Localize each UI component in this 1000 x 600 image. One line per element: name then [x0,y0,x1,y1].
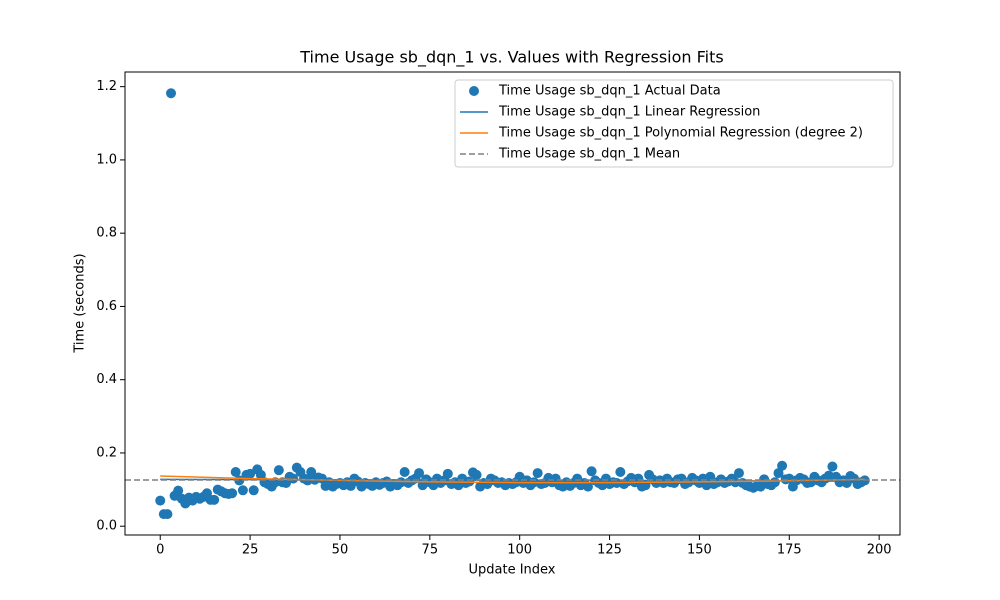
y-tick-label: 1.0 [96,152,117,167]
data-point [306,466,317,477]
x-axis-label: Update Index [468,563,555,578]
x-tick-label: 0 [156,543,164,558]
data-point [162,509,173,520]
data-point [288,473,299,484]
data-point [173,485,184,496]
data-point [586,466,597,477]
data-point [532,468,543,479]
legend-box [454,79,894,168]
x-tick-label: 125 [597,543,622,558]
data-point [245,468,256,479]
data-point [227,488,238,499]
legend: Time Usage sb_dqn_1 Actual Data Time Usag… [454,79,894,168]
x-tick-label: 200 [867,543,892,558]
data-point [155,495,166,506]
legend-label: Time Usage sb_dqn_1 Mean [498,147,680,162]
data-point [248,485,259,496]
data-point [769,477,780,488]
y-tick-label: 0.8 [96,226,117,241]
x-tick-label: 75 [422,543,439,558]
regression-line [160,475,865,484]
legend-label: Time Usage sb_dqn_1 Linear Regression [498,105,760,120]
chart-title: Time Usage sb_dqn_1 vs. Values with Regr… [299,48,723,68]
data-point [273,465,284,476]
legend-marker [469,86,479,96]
x-tick-label: 175 [777,543,802,558]
data-point [237,485,248,496]
y-tick-label: 0.6 [96,299,117,314]
data-point [399,466,410,477]
data-point [414,468,425,479]
x-tick-label: 50 [332,543,349,558]
data-point [442,468,453,479]
y-tick-label: 0.4 [96,372,117,387]
data-point [230,466,241,477]
y-tick-label: 0.0 [96,519,117,534]
data-point [733,468,744,479]
y-tick-label: 1.2 [96,79,117,94]
data-point [827,461,838,472]
x-tick-label: 25 [242,543,259,558]
data-point [615,466,626,477]
data-point [777,460,788,471]
legend-label: Time Usage sb_dqn_1 Actual Data [498,84,721,99]
data-point [582,481,593,492]
data-point [471,469,482,480]
y-axis-label: Time (seconds) [73,253,88,353]
data-point [166,88,177,99]
legend-label: Time Usage sb_dqn_1 Polynomial Regressio… [498,126,863,141]
y-tick-label: 0.2 [96,445,117,460]
x-tick-label: 150 [687,543,712,558]
plot-frame [124,71,901,536]
data-point [209,494,220,505]
x-tick-label: 100 [507,543,532,558]
